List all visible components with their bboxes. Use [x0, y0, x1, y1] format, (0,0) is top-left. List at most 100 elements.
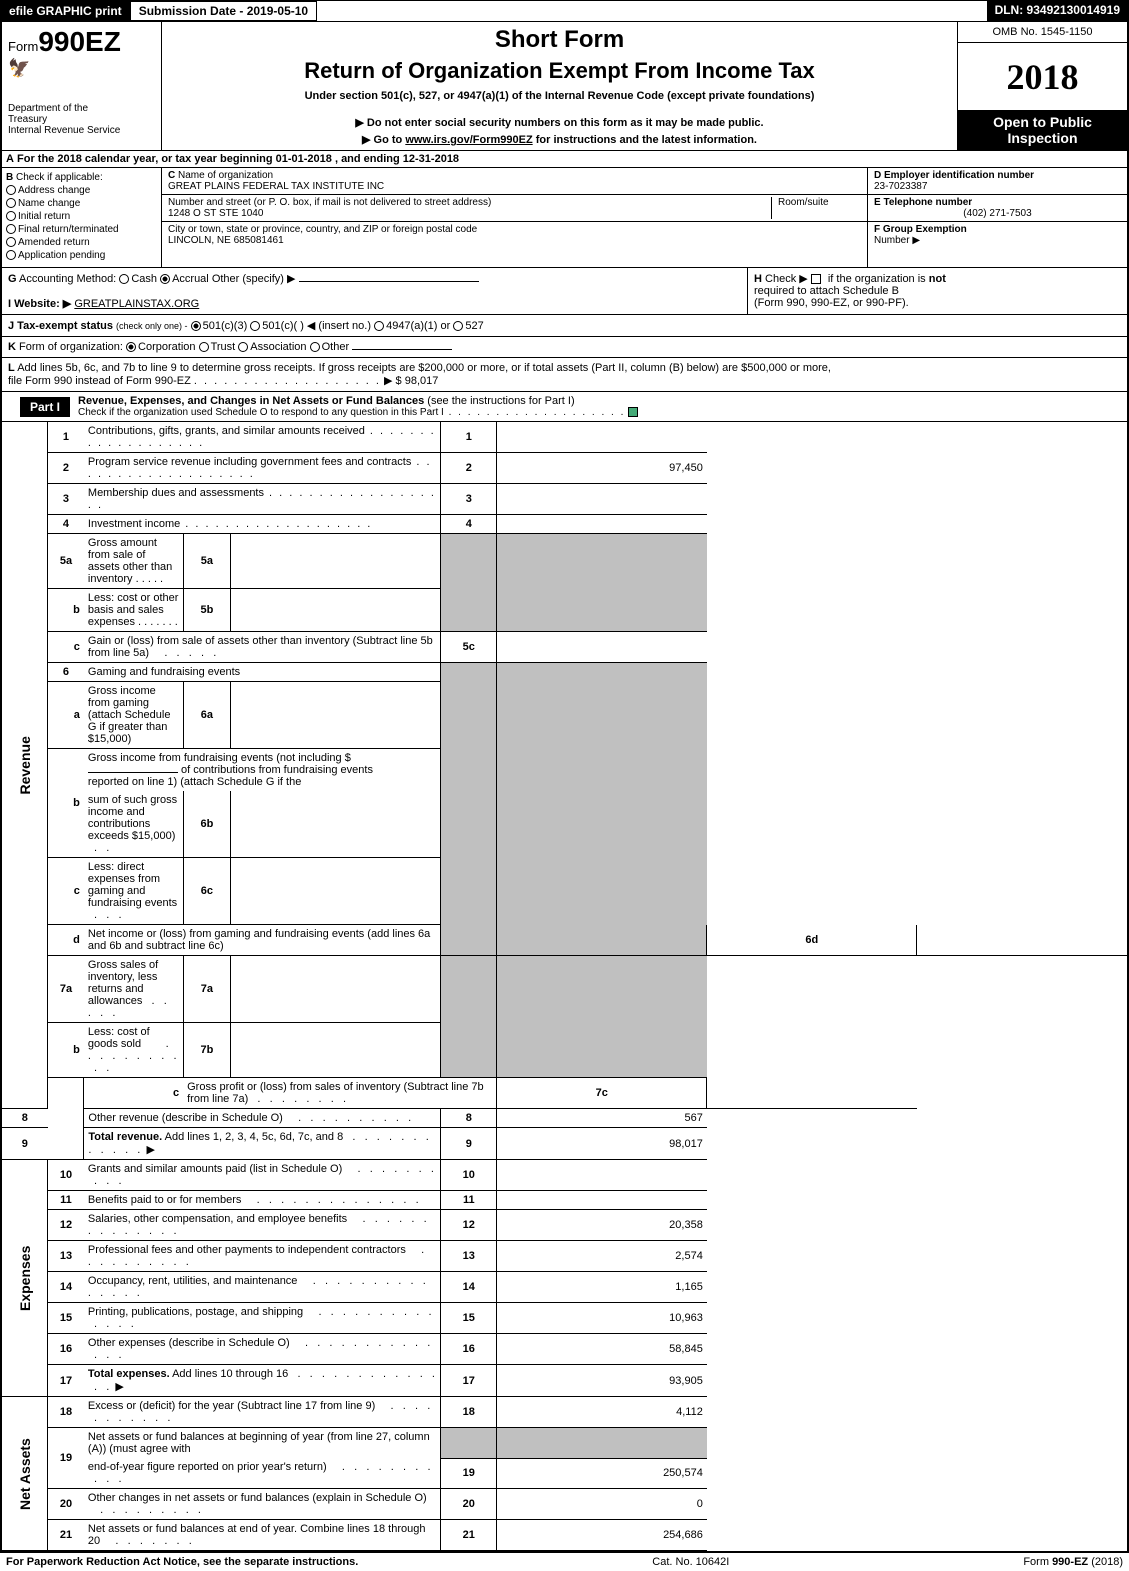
header-grid: Form990EZ 🦅 Department of the Treasury I…: [2, 22, 1127, 151]
k-label: K: [8, 341, 16, 353]
org-name-value: GREAT PLAINS FEDERAL TAX INSTITUTE INC: [168, 181, 384, 192]
h-label: H: [754, 273, 762, 285]
line-box: 11: [441, 1191, 497, 1210]
website-link[interactable]: GREATPLAINSTAX.ORG: [74, 298, 199, 310]
line-box: 13: [441, 1241, 497, 1272]
line-num: 16: [48, 1334, 84, 1365]
j-527-radio[interactable]: [453, 321, 463, 331]
j-4947: 4947(a)(1) or: [386, 320, 450, 332]
accrual-label: Accrual: [172, 273, 209, 285]
note2-suffix: for instructions and the latest informat…: [533, 134, 757, 146]
line-val: [497, 422, 707, 453]
line-val: 4,112: [497, 1397, 707, 1428]
line-box: 16: [441, 1334, 497, 1365]
table-row: 2 Program service revenue including gove…: [2, 453, 1127, 484]
note2-prefix: ▶ Go to: [362, 134, 405, 146]
privacy-note: ▶ Do not enter social security numbers o…: [170, 116, 949, 129]
f-arrow: ▶: [912, 235, 920, 246]
k-other-radio[interactable]: [310, 342, 320, 352]
table-row: 16 Other expenses (describe in Schedule …: [2, 1334, 1127, 1365]
address-change-option[interactable]: Address change: [6, 185, 157, 196]
line-box: 17: [441, 1365, 497, 1397]
dln-value: DLN: 93492130014919: [987, 1, 1128, 21]
check-if-label: Check if applicable:: [16, 172, 103, 183]
k-trust: Trust: [211, 341, 236, 353]
application-pending-label: Application pending: [18, 250, 105, 261]
line-num: c: [48, 858, 84, 925]
line-desc: Benefits paid to or for members . . . . …: [84, 1191, 441, 1210]
mini-box: 6b: [183, 791, 231, 858]
efile-print-button[interactable]: efile GRAPHIC print: [1, 1, 130, 21]
line-desc: Gross income from gaming (attach Schedul…: [84, 682, 183, 749]
j-row: J Tax-exempt status (check only one) - 5…: [2, 315, 1127, 337]
table-row: c Gain or (loss) from sale of assets oth…: [2, 632, 1127, 663]
line-num: 14: [48, 1272, 84, 1303]
j-501c-radio[interactable]: [250, 321, 260, 331]
grey-box: [441, 956, 497, 1078]
g-label: G: [8, 273, 17, 285]
j-4947-radio[interactable]: [374, 321, 384, 331]
h-not: not: [929, 273, 946, 285]
k-corp-radio[interactable]: [126, 342, 136, 352]
j-501c3-radio[interactable]: [191, 321, 201, 331]
line-desc: Total revenue. Add lines 1, 2, 3, 4, 5c,…: [84, 1128, 441, 1160]
line-box: 18: [441, 1397, 497, 1428]
city-value: LINCOLN, NE 685081461: [168, 235, 284, 246]
application-pending-option[interactable]: Application pending: [6, 250, 157, 261]
l-arrow: ▶: [384, 375, 392, 387]
instructions-link[interactable]: www.irs.gov/Form990EZ: [405, 134, 532, 146]
l-text2: file Form 990 instead of Form 990-EZ: [8, 375, 191, 387]
final-return-option[interactable]: Final return/terminated: [6, 224, 157, 235]
dept-line1: Department of the: [8, 103, 88, 114]
amended-return-option[interactable]: Amended return: [6, 237, 157, 248]
h-text2: required to attach Schedule B: [754, 285, 899, 297]
phone-cell: E Telephone number (402) 271-7503: [868, 195, 1127, 222]
mini-box: 5a: [183, 534, 231, 589]
line-desc: Less: direct expenses from gaming and fu…: [84, 858, 183, 925]
line-num: 17: [48, 1365, 84, 1397]
group-exemption-cell: F Group Exemption Number ▶: [868, 222, 1127, 267]
part1-title-paren: (see the instructions for Part I): [427, 395, 574, 407]
line-desc: Gross income from fundraising events (no…: [84, 749, 441, 792]
line-val: 97,450: [497, 453, 707, 484]
line-box: 3: [441, 484, 497, 515]
header-mid: Short Form Return of Organization Exempt…: [162, 22, 957, 150]
h-checkbox[interactable]: [811, 274, 821, 284]
initial-return-option[interactable]: Initial return: [6, 211, 157, 222]
f-label2: Number: [874, 235, 910, 246]
d-label: D Employer identification number: [874, 170, 1034, 181]
line-val: 1,165: [497, 1272, 707, 1303]
f-label: F Group Exemption: [874, 224, 967, 235]
line-box: 4: [441, 515, 497, 534]
dept-line2: Treasury: [8, 114, 47, 125]
table-row: 17 Total expenses. Add lines 10 through …: [2, 1365, 1127, 1397]
table-row: end-of-year figure reported on prior yea…: [2, 1458, 1127, 1489]
cash-radio[interactable]: [119, 274, 129, 284]
section-def: D Employer identification number 23-7023…: [867, 168, 1127, 267]
g-section: G Accounting Method: Cash Accrual Other …: [2, 268, 747, 314]
line-num: 3: [48, 484, 84, 515]
line-num: c: [84, 1078, 183, 1109]
table-row: Revenue 1 Contributions, gifts, grants, …: [2, 422, 1127, 453]
footer-mid: Cat. No. 10642I: [652, 1556, 729, 1568]
mini-box: 5b: [183, 589, 231, 632]
line-num: 12: [48, 1210, 84, 1241]
accrual-radio[interactable]: [160, 274, 170, 284]
line-desc: Salaries, other compensation, and employ…: [84, 1210, 441, 1241]
street-cell: Number and street (or P. O. box, if mail…: [162, 195, 867, 222]
line-desc: Gross sales of inventory, less returns a…: [84, 956, 183, 1023]
grey-val: [497, 956, 707, 1078]
header-right: OMB No. 1545-1150 2018 Open to Public In…: [957, 22, 1127, 150]
k-trust-radio[interactable]: [199, 342, 209, 352]
k-assoc-radio[interactable]: [238, 342, 248, 352]
form-frame: Form990EZ 🦅 Department of the Treasury I…: [0, 22, 1129, 1553]
l-amount: $ 98,017: [396, 375, 439, 387]
cash-label: Cash: [131, 273, 157, 285]
line-desc: Occupancy, rent, utilities, and maintena…: [84, 1272, 441, 1303]
line-val: 98,017: [497, 1128, 707, 1160]
line-num: b: [48, 749, 84, 858]
table-row: 5a Gross amount from sale of assets othe…: [2, 534, 1127, 589]
name-change-option[interactable]: Name change: [6, 198, 157, 209]
schedule-o-checkbox[interactable]: [628, 407, 638, 417]
line-box: 9: [441, 1128, 497, 1160]
